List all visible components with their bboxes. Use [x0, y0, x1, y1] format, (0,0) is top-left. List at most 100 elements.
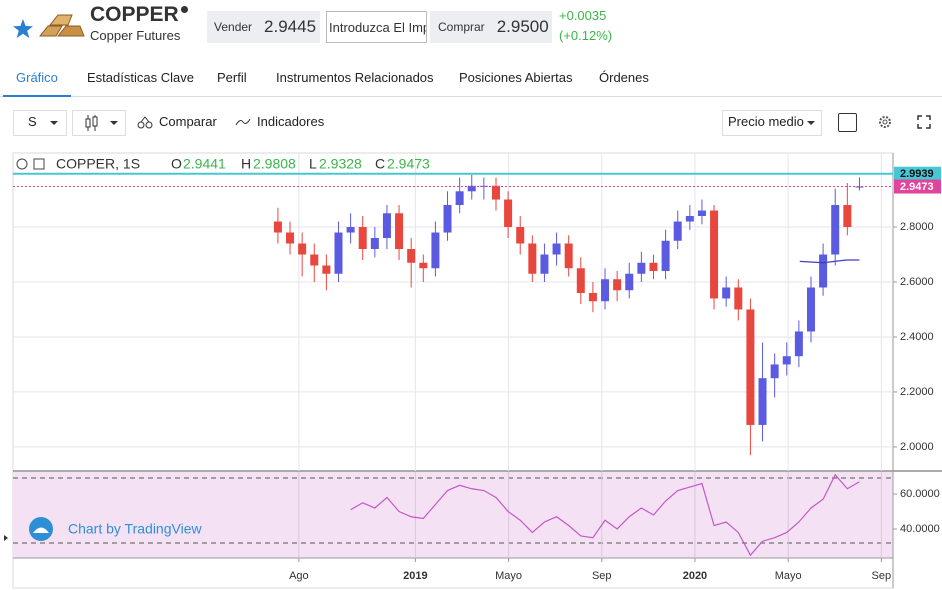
price-type-select[interactable] — [722, 110, 822, 136]
amount-input[interactable]: Introduzca El Imp — [326, 11, 427, 43]
price-label-box — [894, 166, 941, 181]
ohlc-value: 2.9808 — [253, 156, 296, 172]
candle-body — [322, 265, 331, 274]
x-tick-label: Mayo — [775, 570, 802, 582]
watermark: Chart by TradingView — [68, 521, 202, 537]
candle-body — [843, 205, 852, 228]
tab[interactable]: Instrumentos Relacionados — [276, 70, 434, 85]
candle-body — [273, 221, 282, 233]
fullscreen-icon[interactable] — [917, 115, 931, 129]
checkbox[interactable] — [838, 113, 857, 132]
candle-body — [831, 205, 840, 255]
candle-body — [770, 364, 779, 379]
candle-body — [540, 254, 549, 274]
rsi-background — [13, 472, 893, 558]
candle-body — [407, 249, 416, 263]
rsi-line — [350, 473, 860, 557]
candle-body — [588, 292, 597, 302]
y-tick-label: 2.8000 — [900, 221, 934, 233]
buy-box[interactable]: Comprar 2.9500 — [430, 11, 552, 43]
ohlc-value: 2.9473 — [387, 156, 430, 172]
tab[interactable]: Estadísticas Clave — [87, 70, 194, 85]
sell-label: Vender — [214, 20, 253, 34]
settings-icon[interactable] — [877, 114, 893, 130]
indicators-button[interactable]: Indicadores — [257, 114, 325, 129]
candle-body — [673, 221, 682, 241]
candle-body — [455, 191, 464, 206]
candle-body — [685, 216, 694, 222]
tab-indicator — [3, 95, 71, 97]
candle-body — [346, 227, 355, 233]
candle-body — [697, 210, 706, 217]
indicators-icon[interactable] — [235, 117, 251, 127]
x-tick-label: Sep — [872, 570, 892, 582]
candle-body — [286, 232, 295, 244]
ohlc-value: 2.9441 — [183, 156, 226, 172]
x-tick-label: Sep — [592, 570, 612, 582]
add-icon[interactable] — [33, 158, 45, 170]
candle-body — [504, 199, 513, 228]
candle-body — [564, 243, 573, 269]
symbol: COPPER — [90, 3, 179, 26]
buy-price: 2.9500 — [496, 17, 549, 36]
candle-body — [758, 378, 767, 425]
price-change-pct: (+0.12%) — [559, 28, 613, 43]
interval-select[interactable] — [13, 110, 67, 136]
candle-body — [552, 243, 561, 255]
y-tick-label: 2.4000 — [900, 331, 934, 343]
watermark-logo — [33, 527, 49, 533]
price-label-box — [894, 179, 941, 194]
ohlc-label: C — [375, 156, 385, 172]
candle-body — [431, 232, 440, 269]
tab[interactable]: Órdenes — [599, 70, 649, 85]
x-tick-label: Ago — [289, 570, 309, 582]
candle-body — [467, 185, 476, 192]
x-tick-label: Mayo — [495, 570, 522, 582]
candle-body — [395, 213, 404, 250]
price-type: Precio medio — [728, 114, 804, 129]
candle-body — [722, 287, 731, 299]
candle-body — [479, 185, 488, 187]
ohlc-value: 2.9328 — [319, 156, 362, 172]
candle-body — [358, 227, 367, 250]
ohlc-label: H — [241, 156, 251, 172]
y-tick-label: 60.0000 — [900, 488, 940, 500]
instrument-name: Copper Futures — [90, 28, 181, 43]
candle-body — [819, 254, 828, 288]
candle-body — [576, 268, 585, 293]
candle-body — [382, 213, 391, 239]
price-label: 2.9939 — [900, 168, 934, 180]
candle-body — [746, 309, 755, 425]
x-tick-label: 2020 — [683, 570, 707, 582]
sell-box[interactable]: Vender 2.9445 — [207, 11, 320, 43]
favorite-star[interactable] — [12, 18, 34, 40]
candle-body — [419, 262, 428, 269]
candle-body — [443, 205, 452, 233]
tab[interactable]: Gráfico — [16, 70, 58, 85]
status-dot — [181, 6, 188, 13]
x-tick-label: 2019 — [403, 570, 427, 582]
tab[interactable]: Posiciones Abiertas — [459, 70, 573, 85]
candle-body — [637, 262, 646, 274]
y-tick-label: 40.0000 — [900, 523, 940, 535]
amount-placeholder: Introduzca El Imp — [329, 19, 427, 35]
compare-button[interactable]: Comparar — [159, 114, 217, 129]
candle-body — [491, 185, 500, 200]
commodity-icon — [38, 14, 85, 37]
candle-body — [516, 227, 525, 244]
candle-body — [661, 240, 670, 271]
tab[interactable]: Perfil — [217, 70, 247, 85]
candle-body — [528, 243, 537, 274]
candle-body — [710, 210, 719, 299]
candle-body — [310, 254, 319, 266]
candle-body — [625, 273, 634, 291]
buy-label: Comprar — [438, 20, 485, 34]
scroll-arrow[interactable] — [4, 535, 8, 541]
candle-body — [649, 262, 658, 271]
chart-style-select[interactable] — [72, 110, 126, 136]
candle-icon — [85, 115, 98, 131]
compare-icon[interactable] — [136, 114, 154, 130]
collapse-icon[interactable] — [16, 158, 28, 170]
